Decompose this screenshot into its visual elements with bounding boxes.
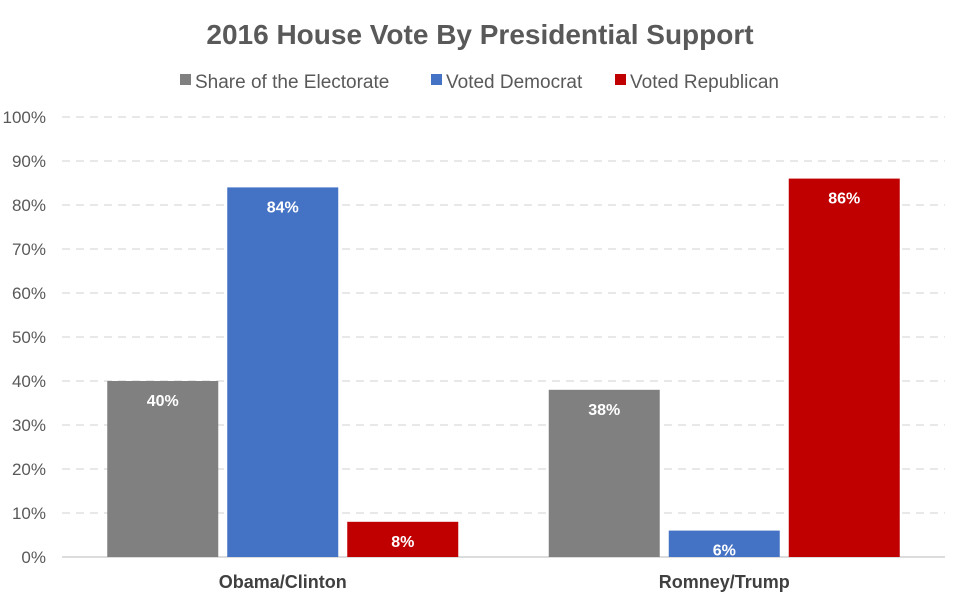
legend-label: Share of the Electorate (195, 72, 389, 93)
bar (347, 521, 459, 557)
y-tick-label: 60% (12, 284, 46, 303)
bar (668, 530, 780, 557)
y-tick-label: 100% (3, 108, 46, 127)
x-category-label: Romney/Trump (659, 572, 790, 592)
y-tick-label: 30% (12, 416, 46, 435)
legend-label: Voted Republican (630, 72, 779, 93)
x-category-label: Obama/Clinton (219, 572, 347, 592)
data-label: 40% (147, 393, 179, 410)
y-tick-label: 0% (21, 548, 46, 567)
legend-swatch (615, 74, 626, 85)
y-tick-label: 40% (12, 372, 46, 391)
y-tick-label: 10% (12, 504, 46, 523)
bar (227, 187, 339, 557)
bar (548, 389, 660, 557)
y-tick-label: 70% (12, 240, 46, 259)
y-axis: 0% 10% 20% 30% 40% 50% 60% 70% 80% 90% 100% (3, 108, 46, 567)
y-tick-label: 80% (12, 196, 46, 215)
legend: Share of the Electorate Voted Democrat Vot… (180, 72, 779, 93)
x-axis: Obama/Clinton Romney/Trump (219, 572, 790, 592)
legend-swatch (180, 74, 191, 85)
legend-swatch (431, 74, 442, 85)
data-label: 38% (588, 402, 620, 419)
legend-label: Voted Democrat (446, 72, 583, 93)
chart-title: 2016 House Vote By Presidential Support (206, 19, 753, 50)
y-tick-label: 20% (12, 460, 46, 479)
y-tick-label: 50% (12, 328, 46, 347)
bar (107, 381, 219, 557)
bars: 40% 84% 8% 38% 6% 86% (107, 178, 900, 560)
y-tick-label: 90% (12, 152, 46, 171)
bar (788, 178, 900, 557)
data-label: 6% (713, 543, 736, 560)
data-label: 8% (391, 534, 414, 551)
data-label: 86% (828, 191, 860, 208)
data-label: 84% (267, 199, 299, 216)
